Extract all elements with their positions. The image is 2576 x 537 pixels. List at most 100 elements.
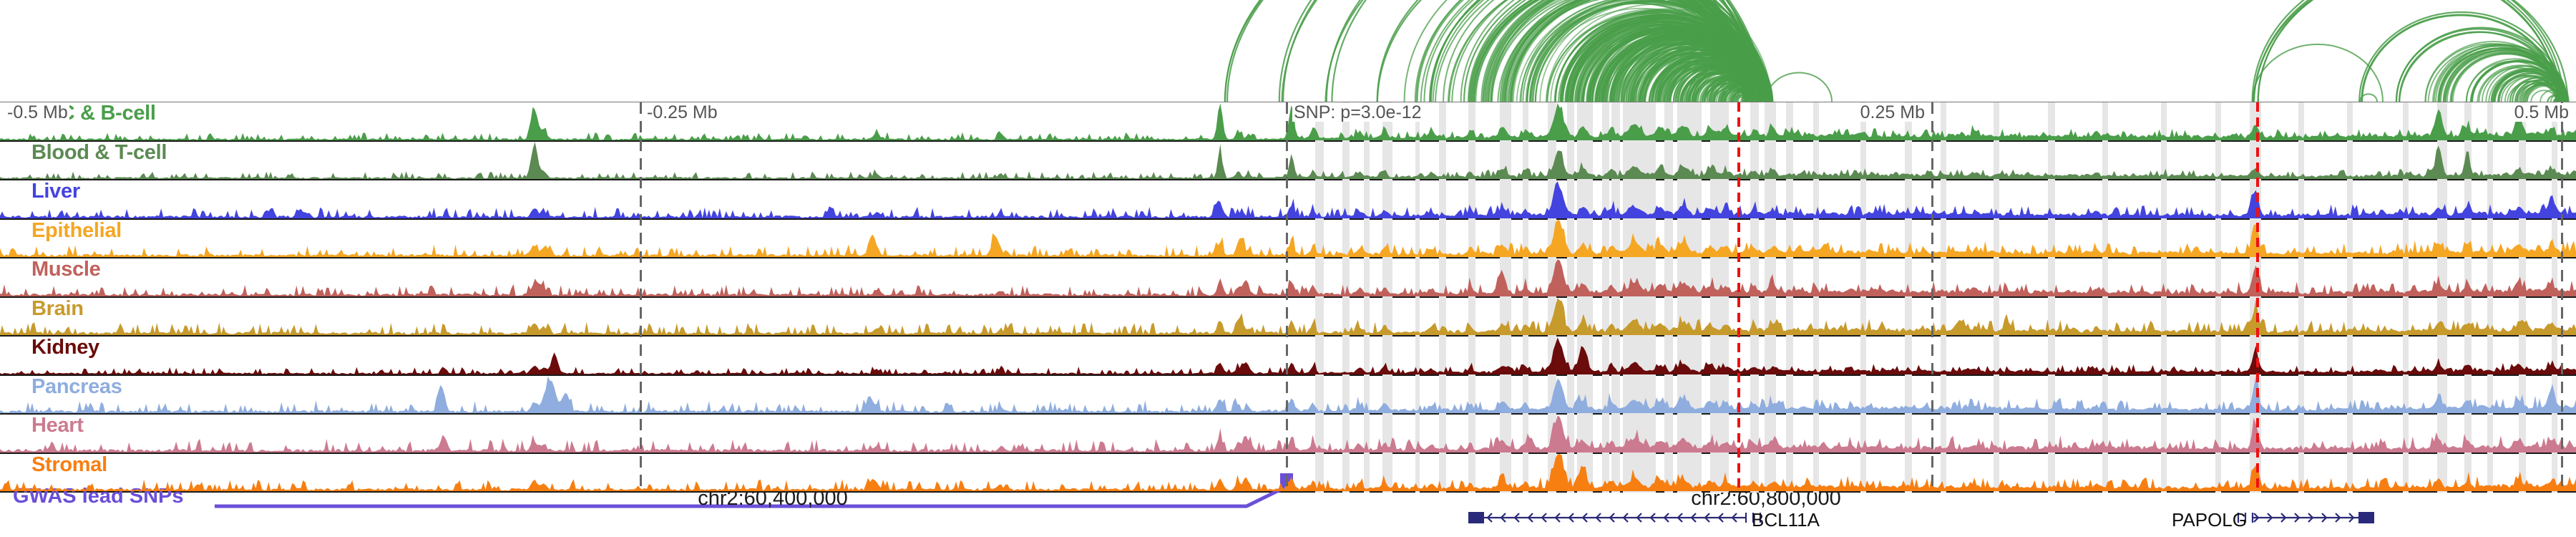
signal-area-path <box>0 220 2576 257</box>
track-label-pancreas: Pancreas <box>31 374 122 398</box>
strand-arrow <box>2321 513 2328 523</box>
exon-block <box>1468 512 1484 523</box>
strand-arrow <box>2308 513 2314 523</box>
signal-area-path <box>0 415 2576 453</box>
track-kidney[interactable]: Kidney <box>0 337 2576 376</box>
strand-arrow <box>2267 513 2273 523</box>
interaction-arc <box>1506 0 1757 102</box>
strand-arrow <box>2335 513 2341 523</box>
signal-liver <box>0 180 2576 218</box>
strand-arrow <box>1581 513 1588 523</box>
interaction-arc <box>1565 17 1757 102</box>
signal-tracks-container: HSC & B-cell Blood & T-cell Liver Epithe… <box>0 102 2576 493</box>
signal-area-path <box>0 337 2576 374</box>
strand-arrow <box>2253 513 2260 523</box>
strand-arrow <box>1554 513 1561 523</box>
signal-path <box>0 298 2576 335</box>
chromatin-loop-arcs-panel <box>0 0 2576 102</box>
track-muscle[interactable]: Muscle <box>0 258 2576 298</box>
signal-area-path <box>0 142 2576 179</box>
strand-arrow <box>1677 513 1683 523</box>
gene-models-svg <box>1468 512 2374 523</box>
axis-tick-label: 0.5 Mb <box>2512 102 2570 122</box>
signal-stromal <box>0 453 2576 491</box>
signal-area-path <box>0 258 2576 296</box>
interaction-arc <box>2252 43 2384 102</box>
interaction-arc <box>1765 72 1833 102</box>
strand-arrow <box>1649 513 1656 523</box>
strand-arrow <box>1500 513 1506 523</box>
strand-arrow <box>2294 513 2301 523</box>
gwas-connector-line <box>215 485 1286 508</box>
strand-arrow <box>1527 513 1533 523</box>
signal-path <box>0 376 2576 413</box>
interaction-arc <box>1420 0 1760 102</box>
interaction-arc <box>1596 37 1747 102</box>
strand-arrow <box>1731 513 1737 523</box>
track-brain[interactable]: Brain <box>0 298 2576 337</box>
interaction-arc <box>2478 67 2557 102</box>
signal-area-path <box>0 298 2576 335</box>
interaction-arc <box>2257 0 2562 102</box>
track-heart[interactable]: Heart <box>0 415 2576 454</box>
track-stromal[interactable]: Stromal <box>0 454 2576 493</box>
interaction-arc <box>2488 67 2569 102</box>
gene-label-papolg: PAPOLG <box>2171 509 2247 531</box>
track-label-stromal: Stromal <box>31 453 107 476</box>
track-pancreas[interactable]: Pancreas <box>0 376 2576 415</box>
interaction-arc <box>1689 72 1756 102</box>
interaction-arc <box>1432 0 1765 102</box>
interaction-arc <box>1460 0 1767 102</box>
interaction-arc <box>1403 0 1765 102</box>
strand-arrow <box>1622 513 1629 523</box>
track-label-kidney: Kidney <box>31 336 99 359</box>
strand-arrow <box>1704 513 1710 523</box>
signal-blood-t-cell <box>0 140 2576 179</box>
signal-area-path <box>0 180 2576 218</box>
interaction-arc <box>2359 93 2378 102</box>
signal-area-path <box>0 102 2576 140</box>
track-label-heart: Heart <box>31 414 84 437</box>
strand-arrow <box>1636 513 1642 523</box>
interaction-arc <box>1331 0 1762 102</box>
track-hsc-b-cell[interactable]: HSC & B-cell <box>0 102 2576 142</box>
gene-label-bcl11a: BCL11A <box>1752 509 1820 531</box>
strand-arrow <box>1609 513 1615 523</box>
signal-area-path <box>0 376 2576 413</box>
signal-path <box>0 415 2576 453</box>
interaction-arc <box>1708 77 1765 102</box>
signal-epithelial <box>0 218 2576 257</box>
interaction-arc <box>1281 0 1765 102</box>
strand-arrow <box>1568 513 1574 523</box>
gene-model-bcl11a[interactable] <box>1468 512 1762 523</box>
interaction-arc <box>1491 0 1772 102</box>
signal-pancreas <box>0 374 2576 413</box>
signal-muscle <box>0 258 2576 296</box>
interaction-arc <box>1616 43 1749 102</box>
strand-arrow <box>1663 513 1669 523</box>
interaction-arc <box>1416 0 1756 102</box>
track-epithelial[interactable]: Epithelial <box>0 218 2576 258</box>
track-label-epithelial: Epithelial <box>31 218 122 242</box>
gene-model-papolg[interactable] <box>2237 512 2374 523</box>
arcs-svg <box>1224 0 2570 102</box>
interaction-arc <box>2424 43 2558 102</box>
track-liver[interactable]: Liver <box>0 180 2576 220</box>
track-label-blood-t-cell: Blood & T-cell <box>31 140 167 164</box>
track-label-liver: Liver <box>31 180 80 203</box>
track-label-brain: Brain <box>31 296 84 320</box>
signal-area-path <box>0 454 2576 491</box>
signal-hsc-b-cell <box>0 102 2576 140</box>
strand-arrow <box>1541 513 1547 523</box>
signal-path <box>0 337 2576 374</box>
interaction-arc <box>1451 0 1764 102</box>
signal-path <box>0 258 2576 296</box>
signal-brain <box>0 296 2576 335</box>
strand-arrow <box>1717 513 1724 523</box>
interaction-arc <box>2470 59 2565 102</box>
signal-path <box>0 142 2576 179</box>
track-label-muscle: Muscle <box>31 258 101 281</box>
track-blood-t-cell[interactable]: Blood & T-cell <box>0 140 2576 180</box>
strand-arrow <box>2348 513 2355 523</box>
